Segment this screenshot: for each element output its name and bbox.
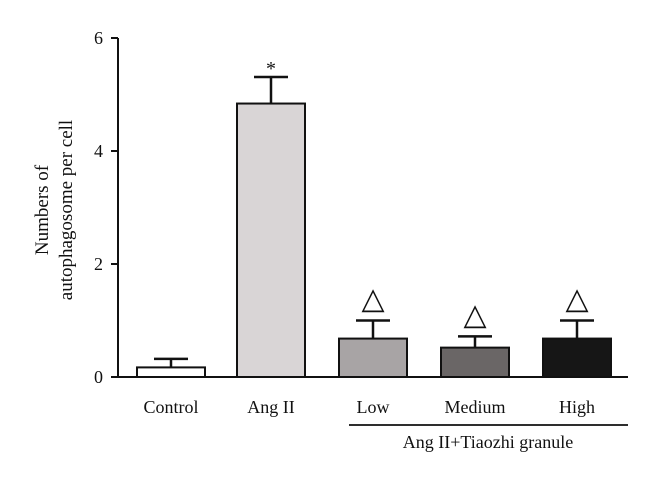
- x-tick-label: Control: [143, 397, 198, 417]
- y-axis-title-line: Numbers of: [32, 164, 53, 255]
- significance-marker: *: [266, 58, 276, 80]
- y-axis-title: Numbers of autophagosome per cell: [32, 120, 77, 300]
- bars: * △ △ △: [136, 58, 612, 378]
- y-axis: 0 2 4 6: [94, 28, 119, 387]
- x-axis: Control Ang II Low Medium High: [118, 376, 628, 417]
- x-tick-label: Medium: [445, 397, 506, 417]
- y-tick-label: 2: [94, 254, 103, 274]
- bar-low: [338, 337, 408, 378]
- significance-marker: △: [463, 298, 486, 331]
- x-tick-label: Ang II: [247, 397, 295, 417]
- y-tick-label: 4: [94, 141, 103, 161]
- group-label: Ang II+Tiaozhi granule: [403, 432, 573, 452]
- group-bracket: Ang II+Tiaozhi granule: [349, 424, 628, 452]
- bar-medium: [440, 346, 510, 378]
- significance-marker: △: [361, 283, 384, 316]
- x-tick-label: Low: [357, 397, 390, 417]
- bar-control: [136, 366, 206, 378]
- y-tick-label: 0: [94, 367, 103, 387]
- bar-ang-ii: [236, 102, 306, 378]
- y-tick-label: 6: [94, 28, 103, 48]
- bar-high: [542, 337, 612, 378]
- x-tick-label: High: [559, 397, 595, 417]
- significance-marker: △: [565, 283, 588, 316]
- y-axis-label: Numbers of autophagosome per cell: [32, 120, 77, 300]
- y-axis-title-line: autophagosome per cell: [56, 120, 77, 300]
